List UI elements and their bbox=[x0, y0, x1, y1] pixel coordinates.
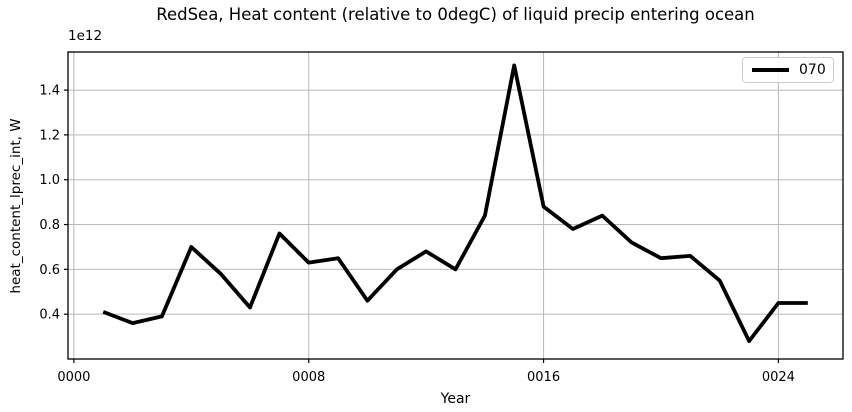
y-tick-label: 1.0 bbox=[39, 173, 60, 188]
y-axis-offset-text: 1e12 bbox=[68, 28, 103, 44]
y-tick-label: 0.8 bbox=[39, 218, 60, 233]
y-tick-label: 1.4 bbox=[39, 84, 60, 99]
data-line-070 bbox=[102, 63, 808, 344]
x-tick-label: 0000 bbox=[57, 370, 90, 385]
axes-frame bbox=[67, 51, 844, 360]
y-tick-label: 0.6 bbox=[39, 263, 60, 278]
legend-line-sample bbox=[752, 68, 789, 72]
y-tick-label: 0.4 bbox=[39, 308, 60, 323]
x-axis-label: Year bbox=[440, 391, 471, 407]
chart-title: RedSea, Heat content (relative to 0degC)… bbox=[156, 5, 755, 24]
x-tick-label: 0008 bbox=[292, 370, 325, 385]
x-tick-label: 0016 bbox=[527, 370, 560, 385]
x-tick-label: 0024 bbox=[762, 370, 795, 385]
legend: 070 bbox=[742, 57, 834, 83]
legend-label: 070 bbox=[799, 62, 826, 78]
y-tick-label: 1.2 bbox=[39, 128, 60, 143]
